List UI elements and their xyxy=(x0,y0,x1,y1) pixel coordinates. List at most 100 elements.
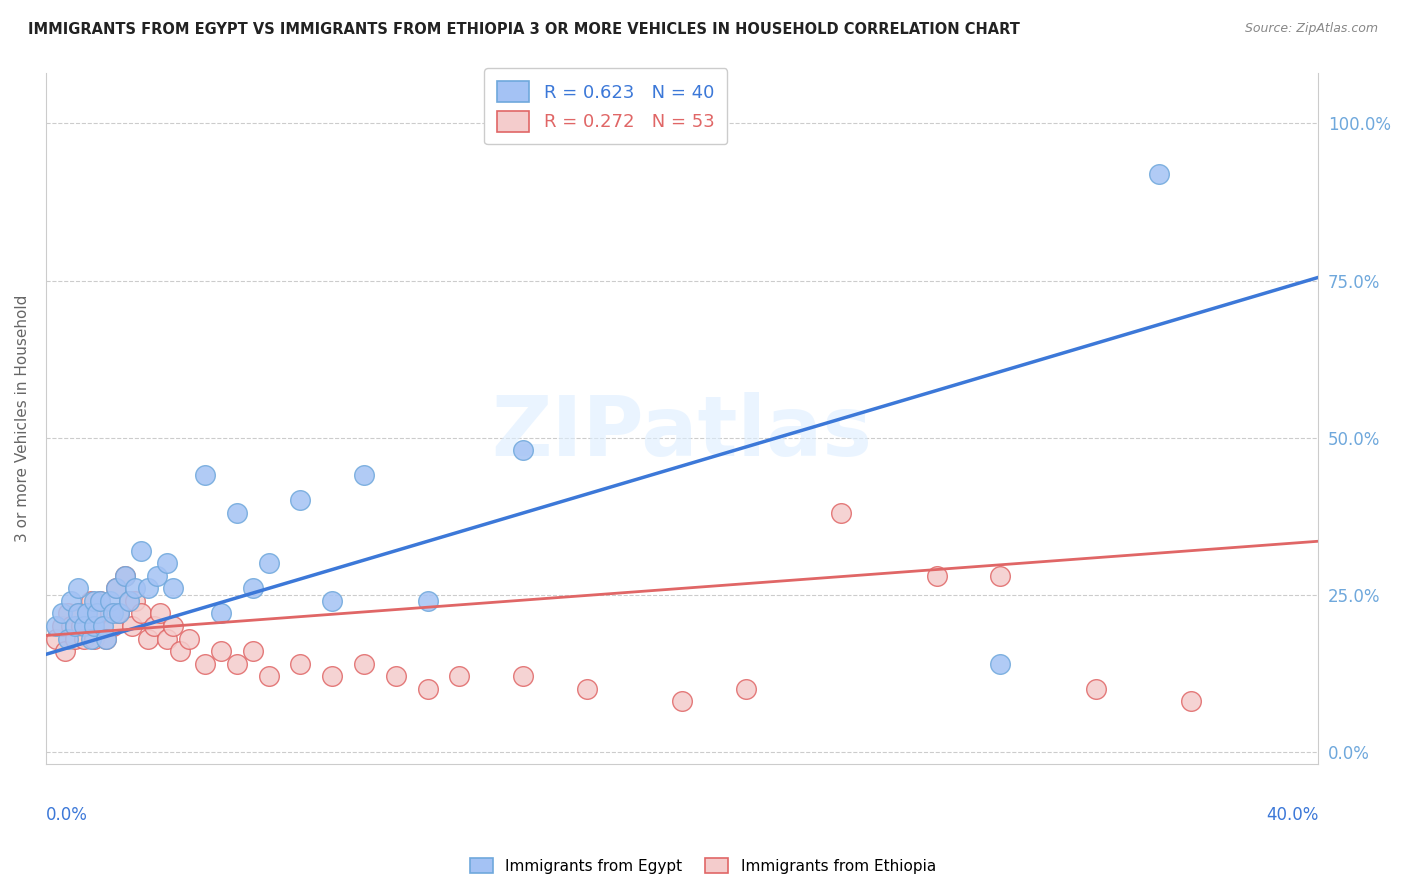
Point xyxy=(194,468,217,483)
Point xyxy=(124,582,146,596)
Text: 40.0%: 40.0% xyxy=(1265,805,1319,823)
Text: Source: ZipAtlas.com: Source: ZipAtlas.com xyxy=(1244,22,1378,36)
Point xyxy=(101,619,124,633)
Point xyxy=(734,681,756,696)
Point xyxy=(104,582,127,596)
Point xyxy=(162,619,184,633)
Point xyxy=(177,632,200,646)
Point xyxy=(83,594,105,608)
Point xyxy=(156,556,179,570)
Point xyxy=(925,569,948,583)
Point xyxy=(114,569,136,583)
Point xyxy=(136,632,159,646)
Point xyxy=(146,569,169,583)
Point xyxy=(118,594,141,608)
Point xyxy=(830,506,852,520)
Point xyxy=(1147,167,1170,181)
Point xyxy=(162,582,184,596)
Point xyxy=(1180,694,1202,708)
Point xyxy=(79,594,101,608)
Point xyxy=(242,644,264,658)
Legend: Immigrants from Egypt, Immigrants from Ethiopia: Immigrants from Egypt, Immigrants from E… xyxy=(464,852,942,880)
Point xyxy=(91,619,114,633)
Point xyxy=(353,468,375,483)
Point xyxy=(290,657,312,671)
Point xyxy=(51,619,73,633)
Point xyxy=(156,632,179,646)
Point xyxy=(671,694,693,708)
Point xyxy=(96,632,118,646)
Point xyxy=(101,607,124,621)
Point xyxy=(512,443,534,458)
Point xyxy=(131,607,153,621)
Point xyxy=(44,619,66,633)
Point xyxy=(98,594,121,608)
Point xyxy=(169,644,191,658)
Point xyxy=(257,669,280,683)
Point xyxy=(209,607,232,621)
Point xyxy=(257,556,280,570)
Point xyxy=(118,594,141,608)
Point xyxy=(104,582,127,596)
Point xyxy=(58,632,80,646)
Point xyxy=(353,657,375,671)
Point xyxy=(83,632,105,646)
Point xyxy=(60,594,83,608)
Point xyxy=(51,607,73,621)
Point xyxy=(53,644,76,658)
Point xyxy=(225,657,247,671)
Point xyxy=(86,607,108,621)
Point xyxy=(108,607,131,621)
Point xyxy=(1084,681,1107,696)
Point xyxy=(209,644,232,658)
Point xyxy=(66,582,89,596)
Point xyxy=(290,493,312,508)
Point xyxy=(76,607,98,621)
Point xyxy=(416,594,439,608)
Point xyxy=(136,582,159,596)
Point xyxy=(988,569,1011,583)
Point xyxy=(58,607,80,621)
Point xyxy=(89,594,111,608)
Point xyxy=(575,681,598,696)
Point xyxy=(86,607,108,621)
Point xyxy=(73,619,96,633)
Text: 0.0%: 0.0% xyxy=(46,805,87,823)
Point xyxy=(98,607,121,621)
Point xyxy=(124,594,146,608)
Point xyxy=(449,669,471,683)
Point xyxy=(143,619,166,633)
Point xyxy=(63,632,86,646)
Point xyxy=(63,619,86,633)
Point xyxy=(114,569,136,583)
Legend: R = 0.623   N = 40, R = 0.272   N = 53: R = 0.623 N = 40, R = 0.272 N = 53 xyxy=(484,69,727,145)
Point xyxy=(66,607,89,621)
Point xyxy=(242,582,264,596)
Point xyxy=(76,607,98,621)
Point xyxy=(321,669,343,683)
Point xyxy=(79,632,101,646)
Point xyxy=(121,619,143,633)
Point xyxy=(83,619,105,633)
Point xyxy=(89,594,111,608)
Y-axis label: 3 or more Vehicles in Household: 3 or more Vehicles in Household xyxy=(15,295,30,542)
Text: ZIPatlas: ZIPatlas xyxy=(492,392,873,473)
Point xyxy=(66,607,89,621)
Point xyxy=(988,657,1011,671)
Point xyxy=(416,681,439,696)
Point xyxy=(512,669,534,683)
Point xyxy=(96,632,118,646)
Point xyxy=(225,506,247,520)
Point xyxy=(70,619,93,633)
Point xyxy=(131,543,153,558)
Point xyxy=(385,669,408,683)
Point xyxy=(108,607,131,621)
Point xyxy=(91,619,114,633)
Point xyxy=(321,594,343,608)
Point xyxy=(60,619,83,633)
Point xyxy=(149,607,172,621)
Point xyxy=(44,632,66,646)
Text: IMMIGRANTS FROM EGYPT VS IMMIGRANTS FROM ETHIOPIA 3 OR MORE VEHICLES IN HOUSEHOL: IMMIGRANTS FROM EGYPT VS IMMIGRANTS FROM… xyxy=(28,22,1019,37)
Point xyxy=(83,619,105,633)
Point xyxy=(194,657,217,671)
